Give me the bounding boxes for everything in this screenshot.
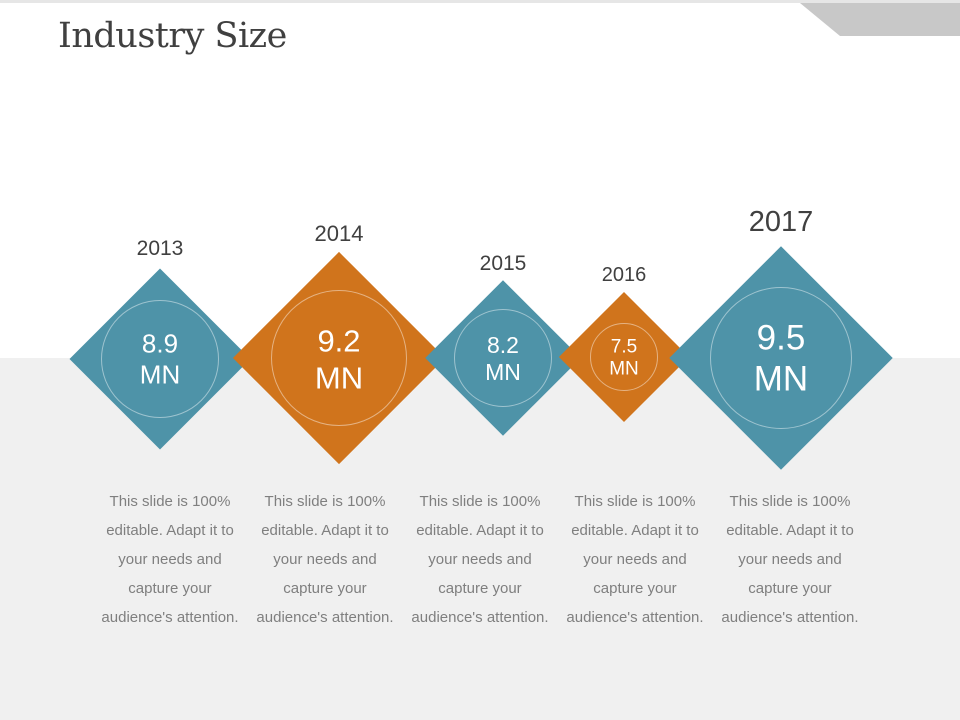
year-label: 2015 (479, 252, 527, 275)
description-text: This slide is 100% editable. Adapt it to… (721, 493, 859, 626)
value-number: 9.2 (317, 323, 361, 359)
value-unit: MN (485, 359, 521, 385)
value-label: 8.2 MN (485, 332, 521, 386)
top-border-line (0, 0, 960, 3)
description-text: This slide is 100% editable. Adapt it to… (566, 493, 704, 626)
description-text: This slide is 100% editable. Adapt it to… (101, 493, 239, 626)
description-text: This slide is 100% editable. Adapt it to… (256, 493, 394, 626)
corner-decoration (800, 3, 960, 36)
value-ring (454, 309, 552, 407)
value-number: 8.2 (487, 331, 519, 358)
value-label: 7.5 MN (609, 337, 639, 382)
value-number: 7.5 (610, 336, 638, 358)
value-number: 8.9 (141, 328, 179, 359)
value-ring (710, 287, 852, 429)
value-label: 9.5 MN (754, 318, 808, 401)
value-unit: MN (314, 360, 364, 395)
value-label: 9.2 MN (315, 323, 363, 396)
year-label: 2014 (314, 221, 364, 246)
year-label: 2016 (601, 264, 647, 286)
description-text: This slide is 100% editable. Adapt it to… (411, 493, 549, 626)
value-unit: MN (753, 360, 809, 399)
value-ring (590, 323, 658, 391)
value-label: 8.9 MN (140, 328, 180, 389)
year-label: 2013 (136, 237, 184, 260)
value-ring (271, 290, 407, 426)
value-number: 9.5 (756, 318, 806, 358)
value-ring (101, 300, 219, 418)
value-unit: MN (609, 359, 639, 380)
slide-title: Industry Size (58, 16, 287, 56)
value-unit: MN (139, 359, 181, 389)
year-label: 2017 (748, 206, 814, 238)
